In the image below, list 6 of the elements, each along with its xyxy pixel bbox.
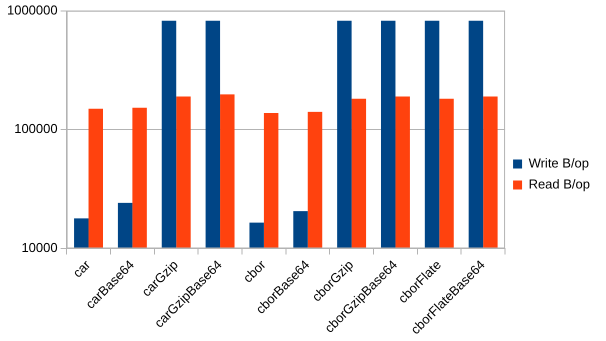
- x-tick-label: car: [70, 256, 94, 280]
- y-tick-label: 10000: [21, 240, 58, 256]
- legend-label: Write B/op: [528, 156, 590, 171]
- y-tick-label: 100000: [14, 121, 58, 136]
- y-tick-label: 1000000: [6, 2, 58, 18]
- legend-label: Read B/op: [528, 176, 590, 192]
